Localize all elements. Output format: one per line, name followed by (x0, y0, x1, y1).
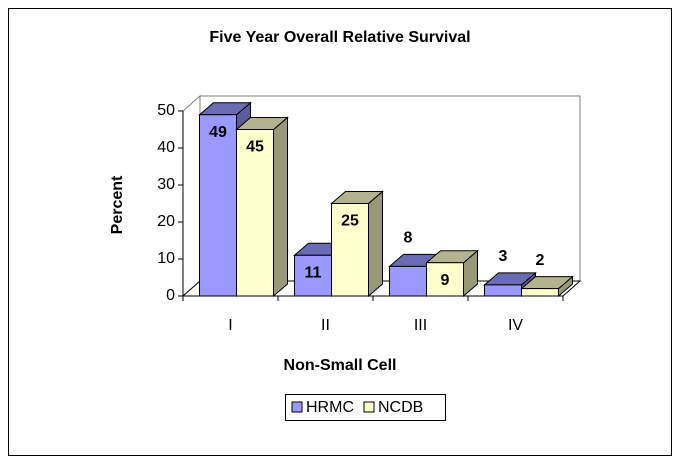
bar-side (273, 116, 288, 298)
y-tick-label: 30 (157, 176, 175, 193)
data-label: 11 (305, 265, 322, 282)
legend: HRMC NCDB (285, 394, 446, 421)
bar-front (389, 265, 427, 297)
side-wall (182, 94, 201, 298)
legend-label: HRMC (306, 399, 354, 416)
x-tick-label: I (228, 317, 232, 334)
data-label: 2 (536, 252, 545, 269)
data-label: 25 (341, 213, 359, 230)
y-tick-label: 0 (166, 287, 175, 304)
bar-front (294, 254, 332, 297)
bar-front (521, 288, 559, 297)
data-label: 9 (441, 272, 450, 289)
y-tick-label: 50 (157, 102, 175, 119)
bar-side (368, 190, 383, 298)
y-axis-label: Percent (109, 175, 126, 234)
bar (520, 275, 574, 298)
x-tick-label: IV (508, 317, 523, 334)
x-tick-label: II (321, 317, 330, 334)
bar-front (199, 114, 237, 297)
bar-front (426, 262, 464, 297)
data-label: 3 (499, 248, 508, 265)
data-label: 45 (246, 139, 264, 156)
bar (330, 190, 384, 298)
data-label: 8 (404, 230, 413, 247)
x-axis-label: Non-Small Cell (284, 357, 397, 374)
bar-front (236, 129, 274, 297)
bar-front (331, 203, 369, 297)
data-label: 49 (209, 124, 227, 141)
y-tick-label: 20 (157, 213, 175, 230)
legend-label: NCDB (378, 399, 423, 416)
bar (425, 249, 479, 298)
y-tick-label: 40 (157, 139, 175, 156)
chart-title: Five Year Overall Relative Survival (209, 29, 470, 46)
bar-front (484, 284, 522, 297)
legend-swatch (291, 401, 303, 413)
bar (235, 116, 289, 298)
x-tick-label: III (414, 317, 427, 334)
legend-swatch (363, 401, 375, 413)
y-tick-label: 10 (157, 250, 175, 267)
